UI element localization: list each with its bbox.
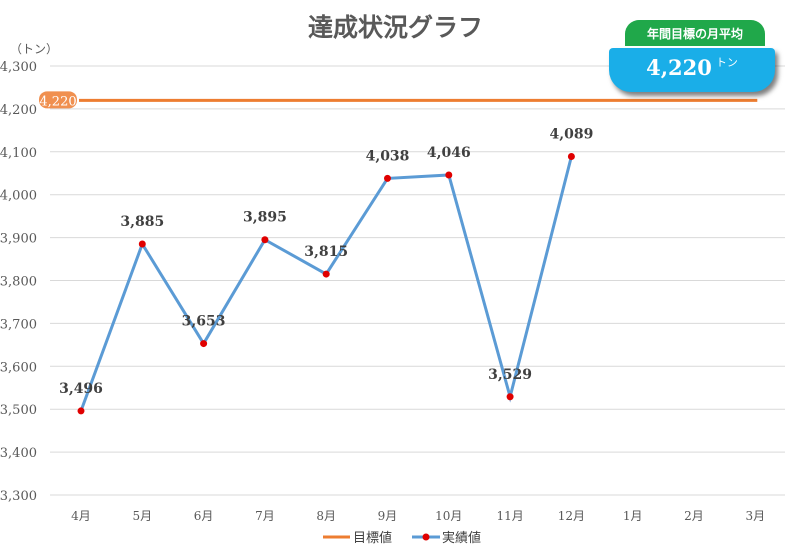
data-label: 3,653 [182, 314, 226, 330]
actual-marker [384, 174, 391, 182]
badge-value-box: 4,220 トン [609, 48, 775, 92]
legend-actual-marker [422, 533, 430, 541]
x-tick-label: 11月 [496, 509, 523, 523]
target-label: 4,220 [39, 94, 76, 109]
x-tick-label: 8月 [316, 509, 336, 523]
x-tick-label: 12月 [558, 509, 585, 523]
badge-heading: 年間目標の月平均 [625, 20, 765, 46]
data-label: 3,815 [304, 244, 348, 260]
legend-actual-label: 実績値 [442, 530, 481, 546]
x-tick-label: 1月 [623, 509, 643, 523]
x-tick-label: 2月 [684, 509, 704, 523]
target-average-badge: 年間目標の月平均 4,220 トン [605, 18, 777, 96]
legend-target-label: 目標値 [353, 530, 392, 546]
y-tick-label: 3,600 [0, 360, 37, 375]
actual-marker [200, 340, 208, 348]
y-axis-unit: （トン） [10, 42, 59, 56]
x-tick-label: 9月 [378, 509, 398, 523]
data-label: 4,038 [366, 148, 410, 164]
x-tick-label: 6月 [194, 509, 214, 523]
actual-marker [138, 240, 146, 248]
badge-value: 4,220 [646, 55, 712, 80]
y-tick-label: 3,300 [0, 489, 37, 504]
y-tick-label: 3,700 [0, 317, 37, 332]
data-label: 3,885 [120, 214, 164, 230]
chart-title: 達成状況グラフ [307, 13, 483, 42]
target-label-bg [39, 91, 77, 109]
y-tick-label: 4,000 [0, 189, 37, 204]
badge-unit: トン [715, 56, 738, 69]
data-label: 4,089 [549, 127, 593, 143]
y-tick-label: 3,900 [0, 232, 37, 247]
actual-marker [506, 393, 514, 401]
y-tick-label: 4,300 [0, 60, 37, 75]
y-tick-label: 3,400 [0, 446, 37, 461]
y-tick-label: 4,100 [0, 146, 37, 161]
actual-marker [77, 407, 85, 415]
data-label: 3,496 [59, 381, 103, 397]
x-tick-label: 10月 [435, 509, 462, 523]
data-label: 4,046 [427, 145, 471, 161]
actual-marker [261, 236, 269, 244]
x-tick-label: 3月 [745, 509, 765, 523]
data-label: 3,895 [243, 210, 287, 226]
actual-marker [322, 270, 330, 278]
actual-marker [445, 171, 453, 179]
data-label: 3,529 [488, 367, 532, 383]
actual-marker [567, 153, 575, 161]
x-tick-label: 4月 [71, 509, 91, 523]
y-tick-label: 3,500 [0, 403, 37, 418]
y-tick-label: 4,200 [0, 103, 37, 118]
x-tick-label: 7月 [255, 509, 275, 523]
x-tick-label: 5月 [132, 509, 152, 523]
y-tick-label: 3,800 [0, 275, 37, 290]
